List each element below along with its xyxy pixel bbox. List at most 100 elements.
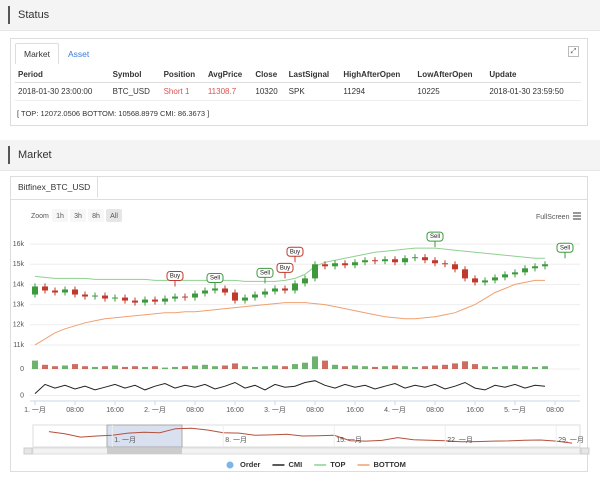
candle-body xyxy=(272,288,278,292)
volume-bar xyxy=(242,366,248,369)
legend-label[interactable]: BOTTOM xyxy=(373,460,405,469)
flag xyxy=(206,272,224,283)
flag-label: Buy xyxy=(290,249,300,255)
y-tick-label: 15k xyxy=(13,261,25,268)
zoom-button[interactable] xyxy=(88,209,104,222)
x-tick-label: 08:00 xyxy=(546,407,564,414)
zoom-button[interactable] xyxy=(70,209,86,222)
table-cell: 10225 xyxy=(414,82,487,101)
candle-body xyxy=(422,257,428,261)
candle-body xyxy=(352,262,358,266)
volume-bar xyxy=(202,364,208,369)
fullscreen-button[interactable]: FullScreen xyxy=(536,214,570,221)
candle-body xyxy=(532,266,538,269)
x-tick-label: 5. 一月 xyxy=(504,406,526,414)
volume-bar xyxy=(422,366,428,369)
x-tick-label: 4. 一月 xyxy=(384,406,406,414)
cmi-line xyxy=(34,380,546,394)
volume-bar xyxy=(52,366,58,369)
candle-body xyxy=(522,268,528,273)
scrollbar[interactable] xyxy=(32,447,581,455)
zoom-button-label[interactable]: 1h xyxy=(56,213,64,220)
overlay-line xyxy=(34,279,545,346)
candle-body xyxy=(312,264,318,279)
volume-bar xyxy=(142,366,148,369)
candle-body xyxy=(192,293,198,298)
zoom-button-label[interactable]: 8h xyxy=(92,213,100,220)
expand-button[interactable]: ⤢ xyxy=(568,46,579,57)
tab[interactable]: Bitfinex_BTC_USD xyxy=(10,176,99,198)
flag-label: Sell xyxy=(260,271,270,277)
table-row: 2018-01-30 23:00:00 BTC_USD Short 1 11308.7… xyxy=(15,82,581,101)
volume-bar xyxy=(102,366,108,369)
overlay-line xyxy=(34,247,545,282)
volume-bar xyxy=(122,366,128,369)
x-tick-label: 16:00 xyxy=(226,407,244,414)
legend-label[interactable]: CMI xyxy=(288,460,302,469)
candle-body xyxy=(182,296,188,298)
volume-bar xyxy=(482,366,488,369)
x-tick-label: 08:00 xyxy=(66,407,84,414)
volume-bar xyxy=(362,366,368,369)
legend-symbol[interactable] xyxy=(226,461,234,469)
table-cell: SPK xyxy=(285,82,341,101)
scrollbar-thumb[interactable] xyxy=(107,448,182,454)
candle-body xyxy=(132,300,138,303)
status-table: Period Symbol Position AvgPrice Close LastSig… xyxy=(15,67,581,101)
table-cell: 11308.7 xyxy=(204,82,253,101)
table-cell: 11294 xyxy=(340,82,415,101)
volume-bar xyxy=(522,366,528,369)
flag xyxy=(166,270,184,281)
candle-body xyxy=(52,290,58,293)
candle-body xyxy=(472,278,478,283)
x-tick-label: 16:00 xyxy=(466,407,484,414)
tab[interactable]: Market xyxy=(15,43,59,64)
status-info: [ TOP: 12072.0506 BOTTOM: 10568.8979 CMI… xyxy=(17,109,210,118)
volume-bar xyxy=(542,366,548,369)
y-tick-label: 13k xyxy=(13,301,25,308)
legend-label[interactable]: TOP xyxy=(330,460,345,469)
volume-bar xyxy=(32,360,38,369)
zoom-button-label[interactable]: All xyxy=(110,213,118,220)
zoom-button[interactable] xyxy=(52,209,68,222)
legend-label[interactable]: Order xyxy=(240,460,261,469)
volume-bar xyxy=(312,356,318,369)
tab-line xyxy=(11,199,587,200)
scroll-right[interactable] xyxy=(580,447,590,455)
volume-bar xyxy=(252,366,258,369)
scroll-left[interactable] xyxy=(23,447,33,455)
candle-body xyxy=(482,280,488,283)
zoom-label: Zoom xyxy=(31,213,49,220)
candle-body xyxy=(42,286,48,291)
zoom-button-label[interactable]: 3h xyxy=(74,213,82,220)
navigator-tick-label: 29. 一月 xyxy=(558,436,584,444)
tab[interactable]: Asset xyxy=(67,49,90,59)
table-cell: BTC_USD xyxy=(109,82,161,101)
candle-body xyxy=(302,278,308,284)
flag-label: Sell xyxy=(430,234,440,240)
column-header: LastSignal xyxy=(285,67,341,83)
column-header: Symbol xyxy=(109,67,161,83)
candle-body xyxy=(202,290,208,294)
volume-bar xyxy=(292,364,298,369)
candle-body xyxy=(242,297,248,301)
zoom-button[interactable] xyxy=(106,209,122,222)
navigator-tick-label: 15. 一月 xyxy=(336,436,362,444)
volume-bar xyxy=(332,364,338,369)
table-cell: Short 1 xyxy=(160,82,205,101)
candle-body xyxy=(282,288,288,291)
candle-body xyxy=(332,263,338,267)
navigator-tick-label: 22. 一月 xyxy=(447,436,473,444)
candle-body xyxy=(122,297,128,301)
volume-bar xyxy=(152,366,158,369)
y-tick-label: 12k xyxy=(13,322,25,329)
candle-body xyxy=(362,260,368,263)
candle-body xyxy=(62,289,68,293)
column-header: Position xyxy=(160,67,205,83)
volume-bar xyxy=(302,362,308,369)
section-title: Market xyxy=(18,149,52,161)
volume-bar xyxy=(272,365,278,369)
volume-bar xyxy=(282,366,288,369)
column-header: LowAfterOpen xyxy=(414,67,487,83)
